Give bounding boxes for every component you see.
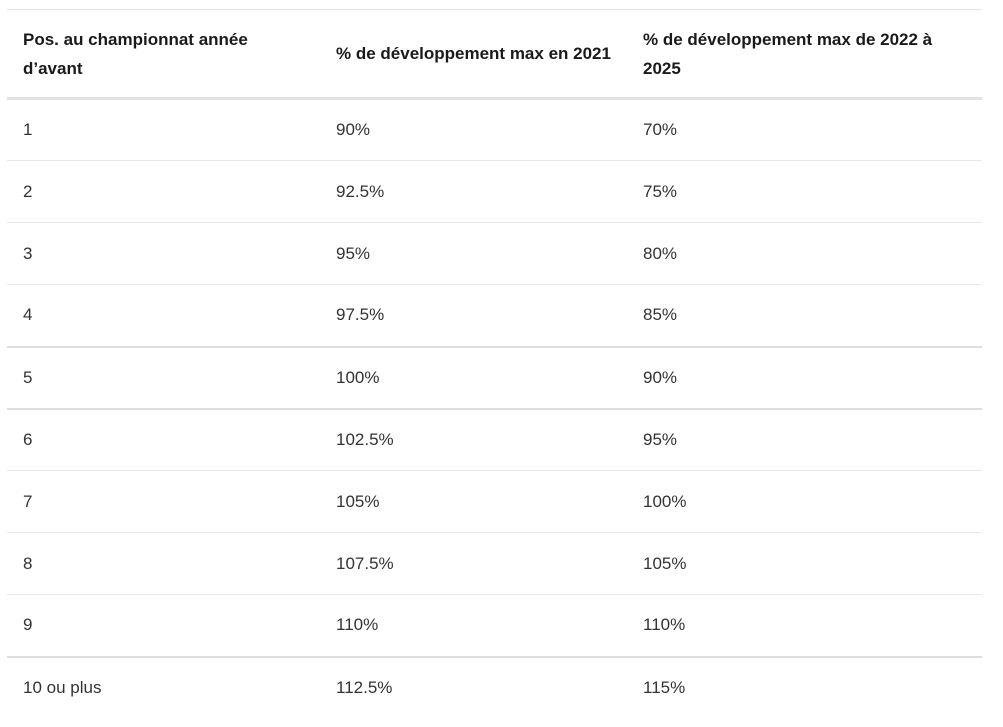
cell-dev-2021: 92.5% [336, 181, 385, 201]
cell-position: 10 ou plus [23, 678, 102, 697]
cell-position: 9 [23, 615, 33, 635]
header-position: Pos. au championnat année d’avant [23, 29, 248, 78]
development-table-container: Pos. au championnat année d’avant % de d… [7, 9, 982, 719]
table-row: 2 92.5% 75% [7, 161, 982, 223]
development-table: Pos. au championnat année d’avant % de d… [7, 9, 982, 719]
cell-position: 4 [23, 305, 33, 325]
cell-dev-2021: 112.5% [336, 678, 393, 697]
table-row: 5 100% 90% [7, 347, 982, 409]
header-dev-2021: % de développement max en 2021 [336, 44, 611, 63]
cell-position: 5 [23, 367, 33, 387]
cell-dev-2022-2025: 105% [643, 553, 687, 573]
cell-position: 1 [23, 120, 33, 139]
table-row: 4 97.5% 85% [7, 285, 982, 347]
table-row: 8 107.5% 105% [7, 533, 982, 595]
cell-dev-2022-2025: 95% [643, 429, 678, 449]
cell-dev-2022-2025: 110% [643, 615, 686, 635]
table-row: 6 102.5% 95% [7, 409, 982, 471]
table-row: 9 110% 110% [7, 595, 982, 657]
cell-dev-2022-2025: 100% [643, 491, 687, 511]
header-dev-2022-2025: % de développement max de 2022 à 2025 [643, 29, 933, 78]
cell-position: 2 [23, 181, 33, 201]
cell-dev-2022-2025: 70% [643, 120, 678, 139]
cell-position: 8 [23, 553, 33, 573]
cell-position: 6 [23, 429, 33, 449]
table-row: 3 95% 80% [7, 223, 982, 285]
header-row: Pos. au championnat année d’avant % de d… [7, 9, 982, 99]
table-row: 1 90% 70% [7, 99, 982, 161]
cell-position: 3 [23, 243, 33, 263]
cell-dev-2021: 105% [336, 491, 380, 511]
table-body: 1 90% 70% 2 92.5% 75% 3 95% 80% 4 97.5% … [7, 99, 982, 719]
cell-dev-2021: 102.5% [336, 429, 394, 449]
cell-dev-2021: 100% [336, 367, 380, 387]
cell-dev-2021: 90% [336, 120, 371, 139]
table-header: Pos. au championnat année d’avant % de d… [7, 9, 982, 99]
cell-dev-2021: 95% [336, 243, 371, 263]
cell-dev-2021: 110% [336, 615, 379, 635]
cell-dev-2022-2025: 75% [643, 181, 678, 201]
cell-dev-2022-2025: 80% [643, 243, 678, 263]
cell-dev-2022-2025: 90% [643, 367, 678, 387]
cell-dev-2021: 107.5% [336, 553, 394, 573]
cell-position: 7 [23, 491, 33, 511]
cell-dev-2022-2025: 115% [643, 678, 686, 697]
cell-dev-2021: 97.5% [336, 305, 385, 325]
table-row: 10 ou plus 112.5% 115% [7, 657, 982, 719]
cell-dev-2022-2025: 85% [643, 305, 678, 325]
table-row: 7 105% 100% [7, 471, 982, 533]
